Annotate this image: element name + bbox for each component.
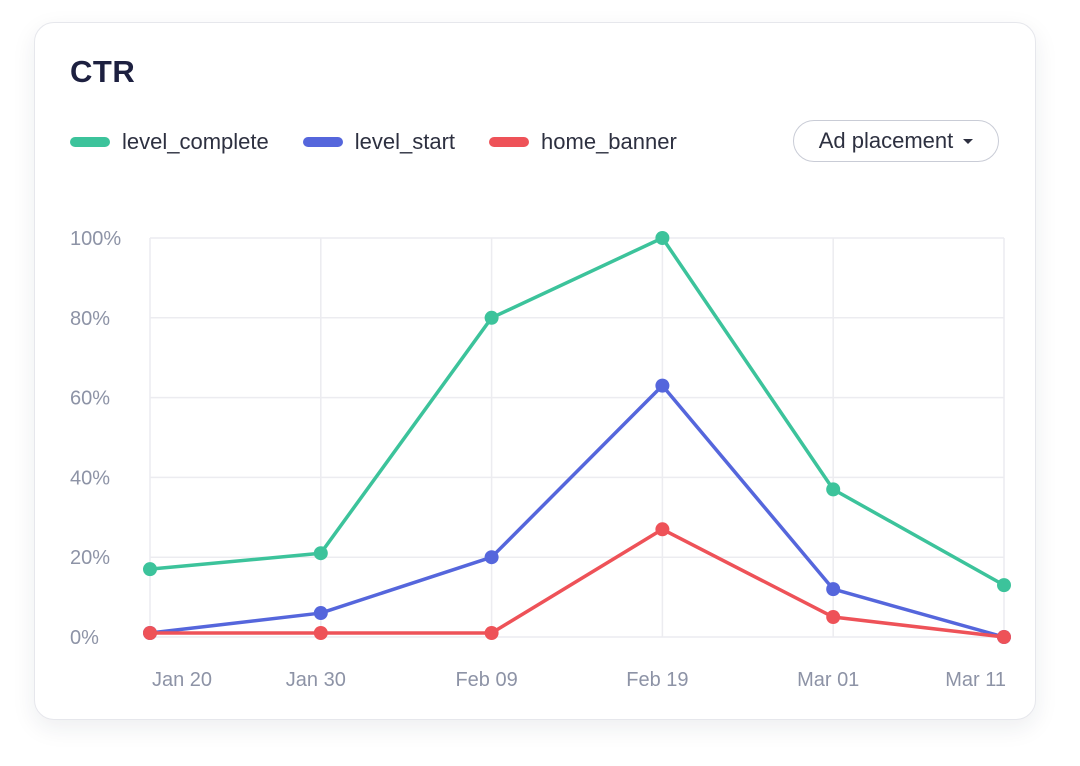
- x-tick-label: Jan 20: [152, 669, 212, 691]
- x-tick-label: Feb 09: [455, 669, 517, 691]
- dropdown-label: Ad placement: [818, 128, 954, 153]
- data-point-home-banner: [143, 626, 157, 641]
- legend-label-home-banner: home_banner: [541, 129, 677, 154]
- data-point-level-complete: [826, 482, 841, 497]
- data-point-level-complete: [997, 578, 1011, 593]
- y-tick-label: 40%: [70, 467, 110, 489]
- x-tick-label: Mar 11: [945, 669, 1006, 691]
- data-point-level-complete: [655, 231, 670, 245]
- legend-item-level-start[interactable]: level_start: [302, 129, 456, 155]
- y-tick-label: 60%: [70, 388, 110, 410]
- data-point-level-complete: [484, 310, 499, 325]
- ad-placement-dropdown[interactable]: Ad placement: [793, 120, 999, 162]
- data-point-home-banner: [997, 630, 1011, 644]
- data-point-home-banner: [655, 522, 670, 537]
- y-tick-label: 100%: [70, 228, 121, 250]
- x-tick-label: Mar 01: [797, 669, 859, 691]
- y-tick-label: 80%: [70, 308, 110, 330]
- legend-swatch-home-banner: [489, 137, 530, 147]
- data-point-level-start: [484, 550, 499, 565]
- data-point-level-start: [826, 582, 841, 597]
- legend-label-level-complete: level_complete: [122, 129, 269, 154]
- data-point-home-banner: [313, 626, 328, 641]
- legend-item-home-banner[interactable]: home_banner: [489, 129, 677, 155]
- x-tick-label: Jan 30: [286, 669, 346, 691]
- series-line-home-banner: [148, 527, 1006, 639]
- legend-label-level-start: level_start: [354, 129, 456, 154]
- data-point-level-complete: [143, 562, 157, 577]
- data-point-level-start: [655, 378, 670, 393]
- data-point-home-banner: [484, 626, 499, 641]
- legend-swatch-level-complete: [70, 137, 110, 147]
- chevron-down-icon: [963, 138, 974, 144]
- series-line-level-start: [148, 383, 1006, 639]
- legend: level_complete level_start home_banner: [70, 124, 711, 160]
- data-point-level-complete: [313, 546, 328, 561]
- chart-title: CTR: [70, 54, 136, 89]
- legend-item-level-complete[interactable]: level_complete: [70, 129, 269, 155]
- y-tick-label: 0%: [70, 627, 99, 649]
- y-tick-label: 20%: [70, 547, 110, 569]
- series-line-level-complete: [148, 236, 1006, 587]
- data-point-home-banner: [826, 610, 841, 625]
- data-point-level-start: [313, 606, 328, 621]
- x-tick-label: Feb 19: [626, 669, 688, 691]
- legend-swatch-level-start: [302, 137, 343, 147]
